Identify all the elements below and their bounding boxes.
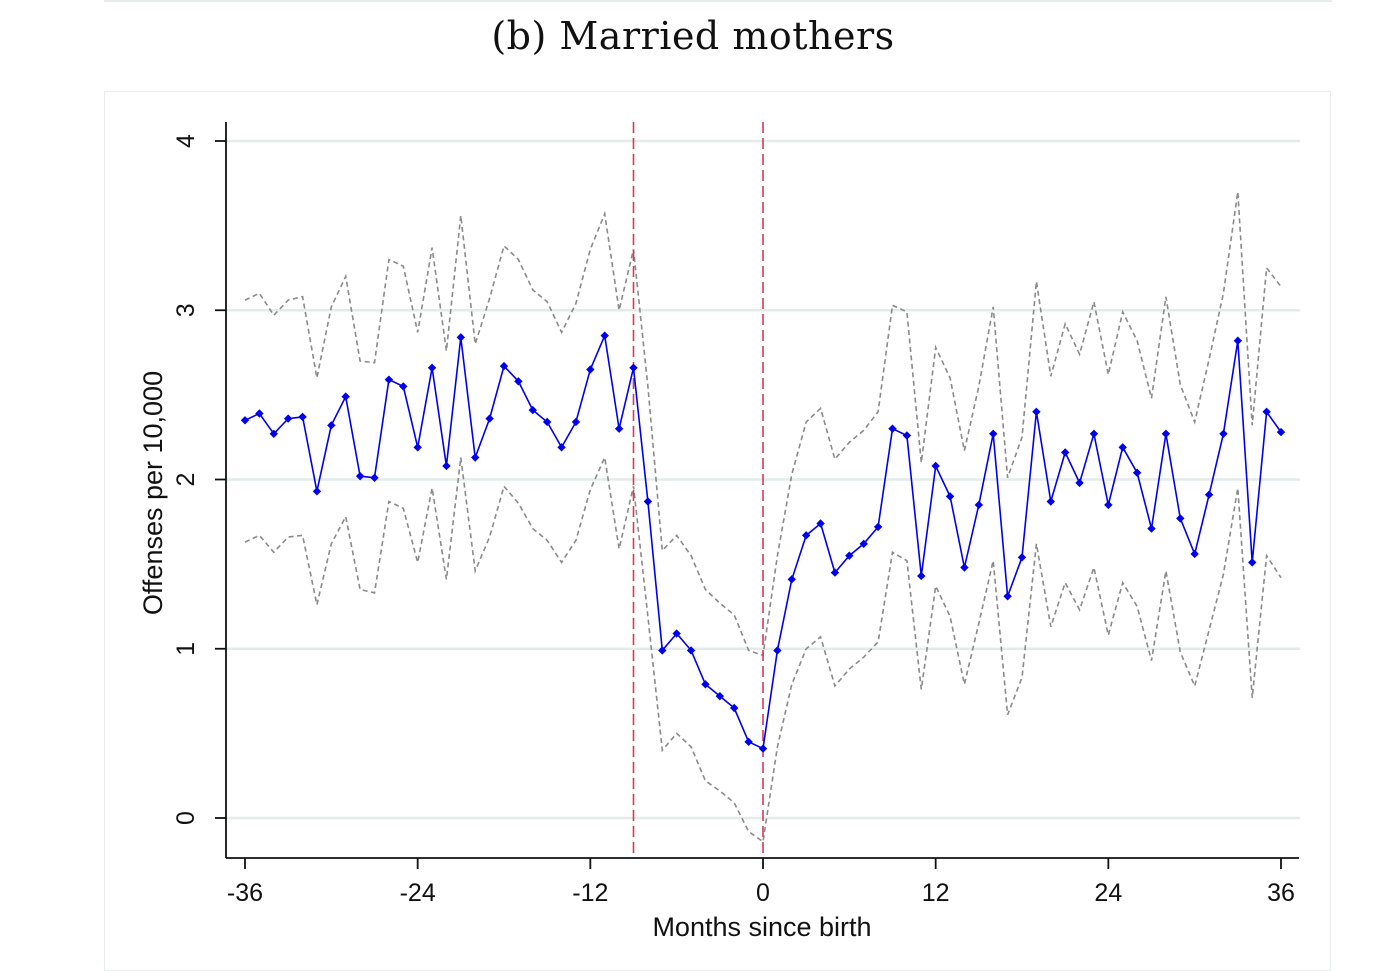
x-tick-label: -24 [400,879,436,907]
data-point-marker [773,646,782,655]
data-point-marker [1276,427,1286,437]
data-point-marker [456,333,466,342]
y-axis-label: Offenses per 10,000 [138,371,168,615]
data-point-marker [974,500,984,510]
data-point-marker [1003,592,1012,601]
data-point-marker [758,744,768,753]
data-point-marker [1248,558,1257,567]
data-point-marker [1075,478,1084,488]
data-point-marker [686,646,696,655]
data-point-marker [471,453,480,462]
y-tick-label: 0 [172,811,200,825]
data-point-marker [399,382,408,391]
data-point-marker [888,424,897,433]
data-point-marker [931,461,940,471]
data-point-marker [989,429,998,439]
data-point-marker [1233,336,1243,345]
reference-lines [632,122,764,858]
data-point-marker [485,414,494,423]
data-point-marker [413,443,422,452]
data-point-marker [658,646,667,655]
data-point-marker [384,375,394,384]
data-point-marker [528,405,537,415]
x-tick-label: 0 [756,879,770,907]
data-point-marker [859,539,868,549]
data-point-marker [312,487,322,496]
data-point-marker [701,680,710,689]
data-point-marker [1219,429,1228,439]
data-point-marker [341,392,350,401]
data-point-marker [672,629,681,638]
data-point-marker [845,551,854,560]
y-tick-label: 2 [172,473,200,487]
data-point-marker [327,421,336,430]
data-point-marker [298,412,307,422]
data-point-marker [1204,490,1214,499]
data-point-marker [600,331,609,340]
data-point-marker [370,473,379,483]
data-point-marker [1161,429,1171,439]
data-point-marker [816,519,825,528]
data-point-marker [499,361,509,371]
data-point-marker [830,568,840,577]
x-tick-label: 24 [1094,879,1122,907]
data-point-marker [715,691,725,701]
x-tick-label: 12 [922,879,950,907]
data-point-marker [1190,549,1199,559]
data-point-marker [902,431,912,440]
x-tick-label: -12 [572,879,608,907]
top-divider [104,0,1332,2]
data-point-marker [1147,524,1156,533]
data-point-marker [945,492,955,501]
x-axis-label: Months since birth [652,912,871,942]
data-point-marker [629,363,638,372]
x-tick-label: 36 [1267,879,1295,907]
data-point-marker [1032,407,1041,416]
data-point-marker [1118,443,1127,452]
y-tick-label: 1 [172,642,200,656]
data-point-marker [643,497,653,506]
data-point-marker [787,575,796,584]
data-point-marker [801,531,811,540]
data-point-marker [355,471,365,481]
y-tick-label: 3 [172,303,200,317]
data-point-marker [1262,407,1271,416]
data-point-marker [1176,514,1185,523]
data-point-marker [730,703,739,713]
data-point-marker [1017,553,1027,562]
data-point-marker [744,737,753,747]
data-point-marker [571,417,581,427]
data-point-marker [1046,497,1055,506]
data-point-marker [960,563,969,572]
data-point-marker [1132,468,1142,477]
data-point-marker [1089,429,1099,439]
estimate-series [240,331,1286,753]
data-point-marker [542,417,552,427]
data-point-marker [255,409,264,418]
x-tick-label: -36 [227,879,263,907]
chart-title: (b) Married mothers [491,14,895,58]
data-point-marker [269,429,278,439]
data-point-marker [873,522,883,532]
data-point-marker [917,571,926,581]
data-point-marker [614,424,624,433]
upper-ci-line [244,191,1282,657]
data-point-marker [427,363,437,372]
data-point-marker [514,377,523,386]
data-point-marker [240,416,250,425]
y-tick-label: 4 [172,134,200,148]
data-point-marker [586,365,595,374]
data-point-marker [283,414,293,423]
data-point-marker [1104,500,1113,510]
data-point-marker [1060,448,1070,457]
data-point-marker [442,461,451,471]
data-point-marker [557,443,566,452]
